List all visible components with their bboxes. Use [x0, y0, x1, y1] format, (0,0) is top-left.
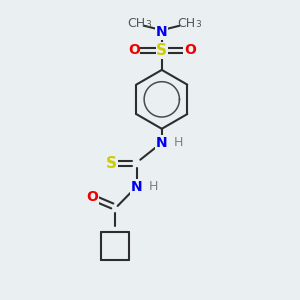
Text: N: N — [156, 25, 168, 39]
Text: S: S — [156, 43, 167, 58]
Text: O: O — [128, 44, 140, 58]
Text: O: O — [184, 44, 196, 58]
Text: H: H — [149, 180, 158, 193]
Text: H: H — [174, 136, 184, 149]
Text: 3: 3 — [145, 20, 151, 29]
Text: O: O — [87, 190, 98, 204]
Text: 3: 3 — [195, 20, 201, 29]
Text: N: N — [156, 136, 168, 150]
Text: CH: CH — [178, 17, 196, 30]
Text: S: S — [106, 156, 117, 171]
Text: N: N — [131, 180, 142, 194]
Text: CH: CH — [128, 17, 146, 30]
